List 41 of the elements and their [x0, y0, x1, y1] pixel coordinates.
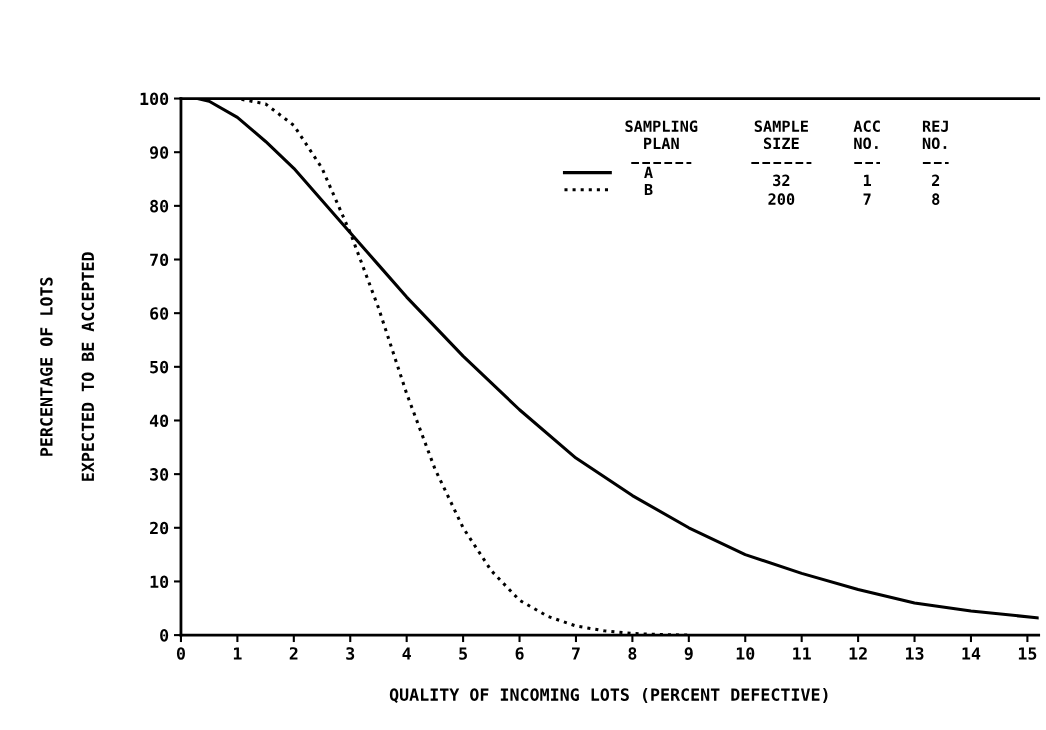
x-tick-label: 11	[793, 647, 811, 660]
annotation: 32	[773, 174, 790, 187]
y-tick-label: 70	[150, 253, 169, 267]
x-tick-label: 3	[346, 647, 355, 660]
legend-label: B	[644, 183, 653, 196]
y-tick-label: 30	[150, 468, 169, 481]
x-tick-label: 14	[962, 647, 981, 660]
y-tick-label: 60	[150, 307, 169, 320]
x-tick-label: 15	[1018, 647, 1037, 660]
annotation: 8	[932, 193, 940, 205]
y-tick-label: 10	[150, 575, 169, 589]
annotation: 200	[768, 193, 795, 205]
x-tick-label: 6	[515, 647, 524, 660]
legend-label: A	[644, 166, 653, 178]
x-tick-label: 13	[906, 647, 924, 660]
x-tick-label: 9	[684, 647, 693, 660]
x-tick-label: 10	[736, 647, 755, 660]
x-tick-label: 2	[289, 647, 298, 660]
x-tick-label: 12	[849, 647, 867, 660]
y-tick-label: 50	[150, 360, 169, 374]
x-tick-label: 5	[459, 647, 467, 660]
x-tick-label: 0	[176, 647, 185, 660]
y-tick-label: 100	[140, 92, 169, 106]
y-tick-label: 90	[149, 146, 169, 159]
y-tick-label: 40	[149, 414, 169, 428]
x-axis-title: QUALITY OF INCOMING LOTS (PERCENT DEFECTIVE)	[389, 688, 828, 703]
x-tick-label: 7	[572, 647, 580, 660]
y-tick-label: 80	[150, 199, 169, 213]
x-tick-label: 1	[233, 647, 242, 660]
y-tick-label: 0	[160, 629, 169, 642]
annotation: 1	[863, 174, 871, 186]
x-tick-label: 8	[628, 647, 637, 660]
annotation: 7	[863, 193, 871, 205]
text: PERCENTAGE OF LOTS EXPECTED TO BE ACCEPTED	[40, 252, 95, 481]
x-tick-label: 4	[402, 647, 411, 660]
annotation: 2	[932, 174, 940, 186]
annotation: ACC NO.	[853, 120, 880, 150]
annotation: SAMPLING PLAN	[625, 120, 698, 149]
annotation: REJ NO.	[922, 120, 948, 150]
annotation: SAMPLE SIZE	[754, 120, 808, 150]
y-tick-label: 20	[150, 521, 169, 535]
